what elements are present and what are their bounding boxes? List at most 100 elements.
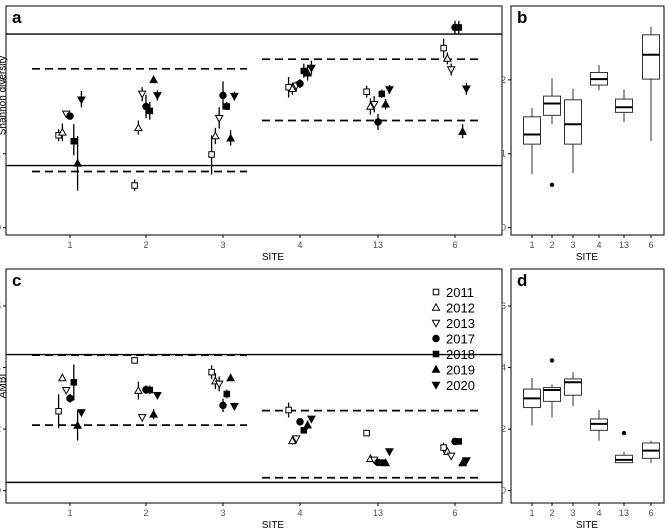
y-tick-label: 0 — [0, 486, 1, 496]
data-point — [384, 86, 394, 95]
data-point — [137, 90, 147, 99]
y-tick-label: 4 — [501, 363, 506, 373]
x-tick-label: 2 — [143, 240, 148, 250]
data-point — [146, 107, 154, 115]
data-point — [146, 386, 154, 394]
data-point — [70, 137, 78, 145]
legend-symbol — [432, 334, 440, 343]
data-point — [133, 123, 143, 132]
outlier-point — [621, 430, 627, 436]
data-point — [306, 64, 316, 73]
data-point — [296, 417, 304, 426]
x-tick-label: 13 — [619, 508, 629, 518]
legend-symbol — [432, 288, 440, 296]
data-point — [66, 112, 74, 120]
box — [615, 98, 633, 113]
data-point — [365, 101, 375, 110]
x-tick-label: 2 — [549, 508, 554, 518]
x-tick-label: 13 — [619, 240, 629, 250]
data-point — [66, 394, 74, 403]
data-point — [76, 409, 86, 418]
y-axis-label: Shannon diversity — [0, 56, 8, 136]
outlier-point — [549, 358, 555, 363]
panel-label: d — [517, 271, 527, 290]
data-point — [61, 387, 71, 396]
plot-frame — [5, 268, 503, 504]
x-axis-label: SITE — [576, 520, 599, 531]
plot-frame — [510, 5, 665, 236]
data-point — [306, 415, 316, 424]
series-2011 — [55, 357, 447, 453]
data-point — [461, 85, 471, 94]
data-point — [440, 444, 447, 451]
y-tick-label: 2 — [0, 424, 1, 434]
data-point — [381, 99, 391, 108]
outlier-point — [549, 182, 555, 187]
y-axis-label: AMBI — [0, 374, 8, 398]
data-point — [287, 83, 297, 93]
x-tick-label: 2 — [143, 508, 148, 518]
legend-symbol — [431, 302, 441, 311]
series-2019 — [73, 373, 468, 467]
data-point — [381, 458, 391, 467]
series-2020 — [76, 60, 471, 108]
legend-label: 2018 — [446, 347, 475, 362]
x-tick-label: 1 — [529, 240, 534, 250]
data-point — [303, 68, 313, 77]
x-tick-label: 6 — [452, 240, 457, 250]
data-point — [133, 385, 143, 394]
box-site-13 — [615, 89, 633, 122]
x-tick-label: 1 — [529, 508, 534, 518]
x-tick-label: 3 — [220, 508, 225, 518]
y-tick-label: 6 — [501, 301, 506, 311]
x-tick-label: 1 — [67, 240, 72, 250]
data-point — [214, 380, 224, 389]
box — [543, 95, 561, 116]
data-point — [446, 452, 456, 461]
x-tick-label: 6 — [452, 508, 457, 518]
legend-symbol — [431, 364, 441, 373]
x-tick-label: 13 — [373, 508, 383, 518]
box-site-13 — [615, 430, 633, 464]
legend-label: 2020 — [446, 378, 475, 393]
data-point — [378, 90, 386, 98]
data-point — [303, 420, 313, 429]
box — [564, 99, 582, 145]
data-point — [440, 44, 447, 52]
panel-b: 0 1 2 1 2 3 4 13 6 SITE b — [501, 5, 665, 263]
y-tick-label: 2 — [0, 75, 1, 85]
data-point — [363, 88, 370, 95]
data-point — [384, 448, 394, 457]
series-2017 — [66, 20, 459, 131]
data-point — [137, 414, 147, 423]
y-tick-label: 2 — [501, 75, 506, 85]
y-tick-label: 4 — [0, 363, 1, 373]
box — [543, 387, 561, 402]
data-point — [57, 127, 67, 136]
y-tick-label: 1 — [501, 149, 506, 159]
box-site-1 — [523, 377, 541, 426]
data-point — [208, 368, 215, 376]
data-point — [300, 427, 308, 434]
y-tick-label: 2 — [501, 424, 506, 434]
legend-label: 2011 — [446, 285, 474, 300]
data-point — [226, 133, 236, 142]
data-point — [57, 373, 67, 382]
data-point — [226, 373, 236, 382]
plot-background — [511, 269, 664, 503]
legend-label: 2017 — [446, 332, 475, 347]
data-point — [455, 24, 463, 31]
x-tick-label: 3 — [570, 240, 575, 250]
data-point — [369, 100, 379, 109]
x-tick-label: 13 — [373, 240, 383, 250]
legend-label: 2013 — [446, 316, 475, 331]
panel-d: 0 2 4 6 1 2 3 4 13 6 SITE d — [501, 268, 665, 531]
x-tick-label: 4 — [297, 240, 302, 250]
data-point — [219, 91, 227, 100]
legend-label: 2019 — [446, 363, 475, 378]
data-point — [223, 390, 231, 398]
box-site-3 — [564, 372, 582, 407]
series-2018 — [70, 364, 463, 466]
data-point — [296, 79, 304, 88]
